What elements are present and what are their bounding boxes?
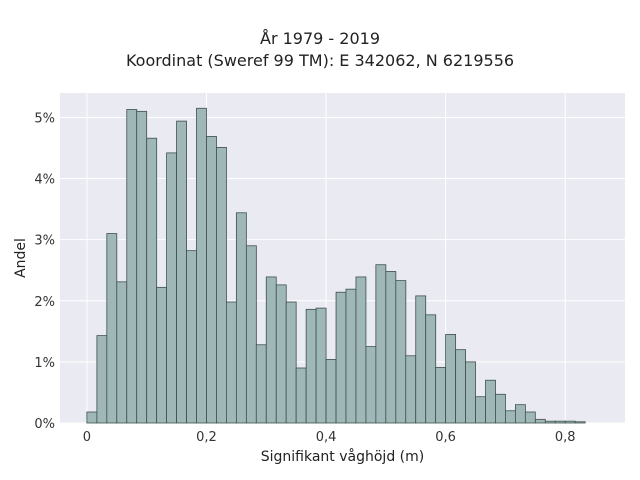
histogram-bar <box>86 411 98 424</box>
histogram-bar <box>485 379 496 424</box>
histogram-bar <box>465 361 476 424</box>
histogram-bar <box>375 264 387 424</box>
histogram-bar <box>106 233 118 424</box>
histogram-bar <box>305 308 317 424</box>
chart-title-line-2: Koordinat (Sweref 99 TM): E 342062, N 62… <box>125 51 515 70</box>
histogram-bar <box>216 146 227 424</box>
histogram-bar <box>196 107 207 424</box>
y-tick-label: 3% <box>34 234 55 249</box>
chart-title: År 1979 - 2019 Koordinat (Sweref 99 TM):… <box>0 28 640 72</box>
y-tick-label: 5% <box>34 111 55 126</box>
y-tick-label: 1% <box>34 356 55 371</box>
histogram-bar <box>245 245 257 424</box>
bars <box>86 107 586 424</box>
histogram-bar <box>445 333 457 424</box>
histogram-bar <box>176 120 187 424</box>
histogram-bar <box>524 411 536 424</box>
histogram-bar <box>325 359 337 424</box>
histogram-bar <box>345 288 357 424</box>
histogram-bar <box>315 307 327 424</box>
histogram-bar <box>96 335 108 424</box>
y-tick-label: 2% <box>34 295 55 310</box>
x-tick-label: 0,2 <box>196 430 217 445</box>
histogram-bar <box>126 109 138 424</box>
histogram-bar <box>156 286 168 424</box>
chart-title-line-1: År 1979 - 2019 <box>260 29 380 48</box>
histogram-bar <box>255 344 267 424</box>
x-tick-label: 0,8 <box>555 430 576 445</box>
tick-labels: 0 0,2 0,4 0,6 0,8 0% 1% 2% 3% 4% 5% <box>34 111 575 445</box>
histogram-bar <box>365 346 377 424</box>
histogram-bar <box>495 393 506 424</box>
histogram-bar <box>116 281 128 424</box>
histogram-bar <box>405 355 417 424</box>
histogram-bar <box>415 295 427 424</box>
y-tick-label: 4% <box>34 173 55 188</box>
y-tick-label: 0% <box>34 417 55 432</box>
histogram-bar <box>564 420 576 424</box>
histogram-bar <box>235 212 247 424</box>
histogram-bar <box>355 276 367 424</box>
histogram-bar <box>206 135 217 424</box>
histogram-bar <box>166 152 177 424</box>
x-tick-label: 0,6 <box>435 430 456 445</box>
histogram-bar <box>225 301 237 424</box>
histogram-bar <box>385 271 397 424</box>
histogram-bar <box>475 396 486 424</box>
y-axis-title: Andel <box>13 238 29 278</box>
histogram-bar <box>186 250 197 424</box>
histogram-bar <box>574 421 586 424</box>
histogram-bar <box>295 367 307 424</box>
histogram-bar <box>544 420 556 424</box>
histogram-bar <box>136 110 148 424</box>
histogram-bar <box>534 418 546 424</box>
histogram-bar <box>275 284 287 424</box>
histogram-bar <box>554 420 566 424</box>
histogram-bar <box>285 301 297 424</box>
x-tick-label: 0,4 <box>316 430 337 445</box>
histogram-bar <box>265 276 277 424</box>
x-axis-title: Signifikant våghöjd (m) <box>261 448 424 465</box>
histogram-bar <box>515 404 526 424</box>
histogram-bar <box>425 314 437 424</box>
x-tick-label: 0 <box>83 430 91 445</box>
histogram-bar <box>505 410 516 424</box>
histogram-bar <box>435 366 447 424</box>
histogram-bar <box>335 291 347 424</box>
histogram-bar <box>455 349 467 424</box>
histogram-bar <box>146 137 158 424</box>
histogram-bar <box>395 280 407 424</box>
